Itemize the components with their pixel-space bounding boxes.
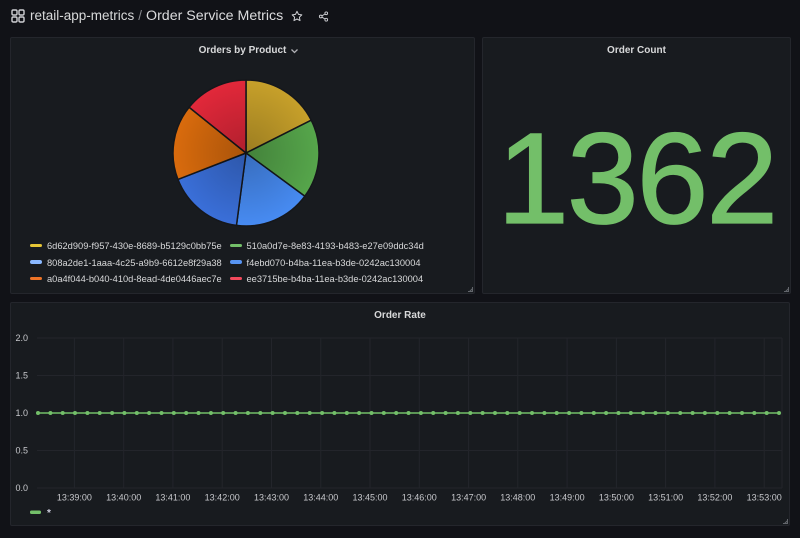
svg-text:13:40:00: 13:40:00 <box>106 493 141 503</box>
svg-text:1.5: 1.5 <box>15 371 28 381</box>
svg-text:0.0: 0.0 <box>15 483 28 493</box>
svg-text:0.5: 0.5 <box>15 446 28 456</box>
svg-text:13:49:00: 13:49:00 <box>550 493 585 503</box>
svg-text:13:52:00: 13:52:00 <box>697 493 732 503</box>
svg-text:13:43:00: 13:43:00 <box>254 493 289 503</box>
svg-text:2.0: 2.0 <box>15 333 28 343</box>
svg-text:13:48:00: 13:48:00 <box>500 493 535 503</box>
svg-text:13:51:00: 13:51:00 <box>648 493 683 503</box>
svg-text:*: * <box>47 508 51 519</box>
svg-text:1.0: 1.0 <box>15 408 28 418</box>
svg-text:13:39:00: 13:39:00 <box>57 493 92 503</box>
svg-text:13:41:00: 13:41:00 <box>155 493 190 503</box>
svg-text:13:42:00: 13:42:00 <box>205 493 240 503</box>
svg-text:13:45:00: 13:45:00 <box>352 493 387 503</box>
svg-text:13:44:00: 13:44:00 <box>303 493 338 503</box>
svg-text:13:46:00: 13:46:00 <box>402 493 437 503</box>
svg-text:13:53:00: 13:53:00 <box>747 493 782 503</box>
svg-text:13:50:00: 13:50:00 <box>599 493 634 503</box>
svg-text:13:47:00: 13:47:00 <box>451 493 486 503</box>
